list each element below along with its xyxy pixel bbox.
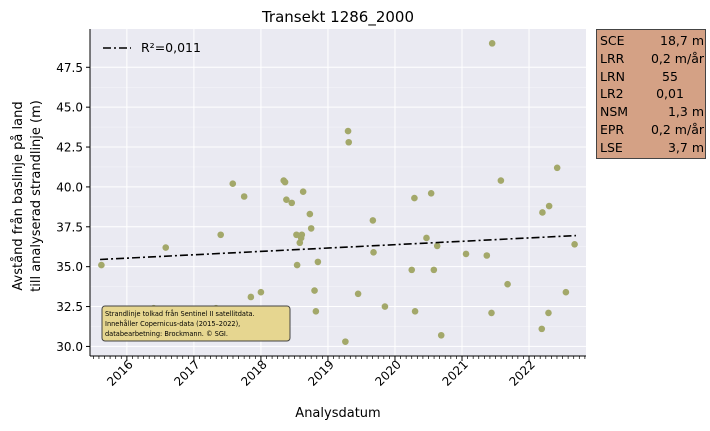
scatter-chart: 30.0 32.5 35.0 37.5 40.0 42.5 45.0 47.5 2016 2017…	[11, 8, 586, 421]
stats-value: 55	[662, 68, 678, 84]
data-point	[562, 288, 570, 296]
stats-label: EPR	[600, 121, 625, 137]
plot-background	[90, 29, 586, 356]
shoreline-stats-box: SCE 18,7 m LRR 0,2 m/år LRN 55 LR2 0,01 NSM 1,3 m…	[596, 29, 706, 159]
stats-row: LRR 0,2 m/år	[600, 50, 705, 68]
legend-label: R²=0,011	[141, 40, 201, 55]
data-point	[307, 225, 315, 232]
stats-label: LRN	[600, 68, 625, 84]
stats-row: NSM 1,3 m	[600, 103, 705, 121]
data-point	[427, 189, 435, 197]
stats-value: 0,2 m/år	[650, 121, 704, 137]
x-tick-label: 2021	[439, 357, 470, 388]
data-point	[283, 196, 290, 203]
data-point	[408, 266, 416, 274]
stats-row: EPR 0,2 m/år	[600, 121, 705, 139]
stats-label: NSM	[600, 104, 629, 120]
data-point	[381, 303, 389, 310]
data-point	[298, 231, 306, 239]
x-tick-label: 2020	[372, 357, 403, 388]
x-tick-label: 2018	[238, 357, 269, 388]
y-tick-label: 47.5	[56, 61, 83, 75]
y-axis-label-line1: Avstånd från baslinje på land	[11, 101, 26, 290]
data-point	[293, 231, 300, 239]
data-point	[411, 194, 418, 202]
data-point	[539, 209, 546, 216]
stats-row: LSE 3,7 m	[600, 139, 705, 157]
data-point	[423, 234, 430, 242]
data-point	[437, 331, 445, 339]
data-point	[497, 177, 505, 184]
data-point	[504, 280, 511, 288]
data-point	[345, 138, 353, 146]
x-tick-label: 2016	[104, 357, 135, 388]
data-point	[538, 325, 546, 333]
data-point	[488, 309, 495, 317]
data-point	[314, 258, 322, 266]
data-point	[299, 188, 307, 196]
data-point	[370, 249, 377, 256]
stats-row: LR2 0,01	[600, 85, 705, 103]
y-axis-label-line2: till analyserad strandlinje (m)	[29, 100, 44, 292]
stats-value: 0,2 m/år	[650, 50, 704, 66]
x-tick-label: 2022	[506, 357, 537, 388]
y-tick-label: 40.0	[56, 180, 83, 194]
data-point	[293, 261, 301, 269]
stats-label: SCE	[600, 33, 625, 48]
data-point	[430, 266, 438, 274]
y-tick-label: 35.0	[56, 260, 83, 274]
data-point	[369, 217, 377, 224]
data-point	[311, 287, 318, 294]
stats-row: SCE 18,7 m	[600, 32, 705, 50]
data-point	[462, 250, 470, 258]
attribution-line: Strandlinje tolkad från Sentinel II sate…	[105, 309, 255, 318]
data-point	[344, 127, 352, 135]
stats-value: 3,7 m	[667, 139, 704, 155]
data-point	[433, 242, 441, 250]
attribution-box: Strandlinje tolkad från Sentinel II sate…	[101, 305, 291, 342]
attribution-line: Innehåller Copernicus-data (2015–2022),	[105, 319, 240, 328]
data-point	[281, 178, 289, 186]
data-point	[257, 288, 265, 296]
chart-title: Transekt 1286_2000	[261, 8, 414, 27]
y-tick-label: 30.0	[56, 340, 83, 354]
data-point	[571, 241, 578, 248]
stats-value: 0,01	[656, 86, 684, 102]
data-point	[229, 180, 237, 188]
data-point	[488, 40, 496, 47]
legend: R²=0,011	[103, 40, 201, 55]
data-point	[240, 193, 248, 200]
x-tick-label: 2017	[171, 357, 202, 388]
data-point	[545, 309, 552, 317]
x-tick-label: 2019	[305, 357, 336, 388]
data-point	[342, 338, 349, 345]
data-point	[312, 308, 320, 315]
data-point	[354, 290, 362, 298]
stats-value: 18,7 m	[660, 33, 704, 48]
stats-label: LR2	[600, 86, 624, 102]
stats-label: LRR	[600, 50, 625, 66]
data-point	[553, 164, 561, 172]
data-point	[162, 244, 170, 251]
y-tick-label: 45.0	[56, 101, 83, 115]
data-point	[411, 308, 419, 315]
data-point	[247, 293, 255, 301]
x-axis-label: Analysdatum	[295, 406, 380, 421]
data-point	[217, 231, 225, 239]
attribution-line: databearbetning: Brockmann. © SGI.	[105, 330, 228, 338]
stats-value: 1,3 m	[667, 104, 704, 120]
stats-label: LSE	[600, 139, 623, 155]
y-tick-label: 32.5	[56, 300, 83, 314]
data-point	[98, 261, 105, 269]
data-point	[306, 210, 314, 218]
data-point	[288, 199, 296, 207]
stats-row: LRN 55	[600, 68, 705, 86]
y-tick-label: 42.5	[56, 141, 83, 155]
data-point	[545, 202, 553, 210]
attribution-background	[101, 305, 291, 342]
data-point	[483, 252, 491, 259]
y-tick-label: 37.5	[56, 220, 83, 234]
